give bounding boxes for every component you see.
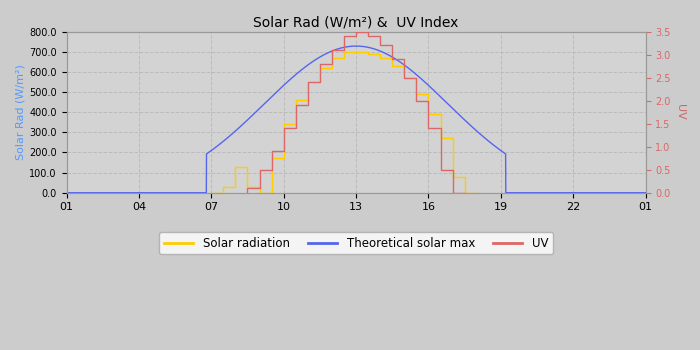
Y-axis label: Solar Rad (W/m²): Solar Rad (W/m²) (15, 64, 25, 160)
Legend: Solar radiation, Theoretical solar max, UV: Solar radiation, Theoretical solar max, … (160, 232, 553, 254)
Title: Solar Rad (W/m²) &  UV Index: Solar Rad (W/m²) & UV Index (253, 15, 458, 29)
Y-axis label: UV: UV (675, 104, 685, 120)
